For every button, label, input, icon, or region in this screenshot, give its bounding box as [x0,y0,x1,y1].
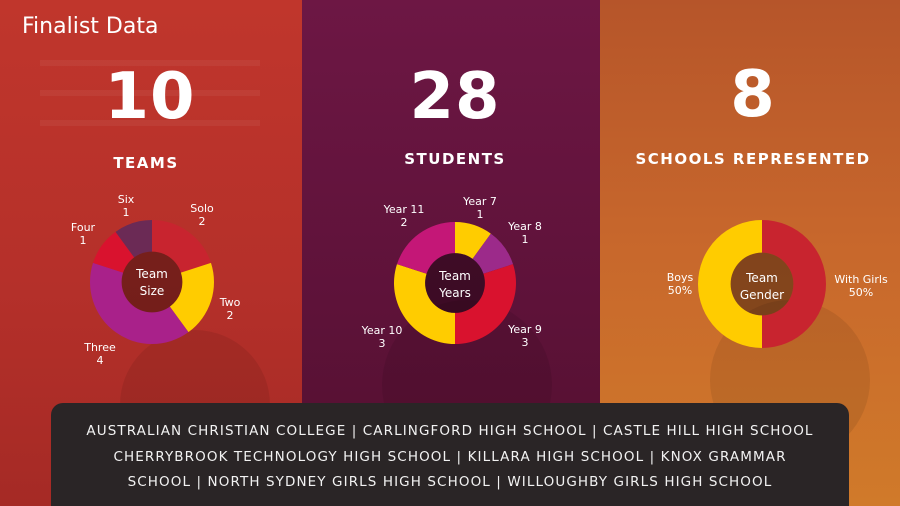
slice-label-year-7: Year 7 1 [458,195,502,221]
donut-hole [425,253,485,313]
slice-value: 1 [122,206,130,219]
donut-slice-four [93,231,135,273]
center-label-line: Team [746,271,778,285]
schools-line: AUSTRALIAN CHRISTIAN COLLEGE | CARLINGFO… [86,423,814,439]
page-title: Finalist Data [22,14,159,39]
slice-name: Four [70,221,96,234]
slice-name: Boys [666,271,694,284]
teams-label: TEAMS [113,154,179,172]
slice-value: 3 [378,337,386,350]
team-years-center-label: Team Years [425,268,485,302]
slice-value: 4 [96,354,104,367]
slice-label-three: Three 4 [82,341,118,367]
donut-slice-with-girls [762,220,826,348]
slice-name: Year 8 [508,220,542,233]
donut-hole [730,252,794,316]
donut-slice-two [169,262,214,333]
team-years-donut [394,222,516,344]
slice-name: Year 7 [463,195,497,208]
center-label-line: Gender [739,288,785,302]
team-size-center-label: Team Size [122,266,182,300]
slice-label-six: Six 1 [111,193,141,219]
donut-slice-solo [152,220,211,273]
slice-label-solo: Solo 2 [186,202,218,228]
donut-slice-year-10 [394,264,455,344]
slice-name: Year 11 [383,203,425,216]
slice-name: Year 9 [508,323,542,336]
bg-stripe [40,60,260,66]
center-label-line: Years [439,286,471,300]
team-size-donut [90,220,214,344]
slice-value: 2 [400,216,408,229]
slice-name: Six [117,193,135,206]
donut-slice-six [115,220,152,258]
slice-value: 1 [521,233,529,246]
schools-label: SCHOOLS REPRESENTED [635,150,871,168]
students-label: STUDENTS [404,150,506,168]
slice-label-year-10: Year 10 3 [358,324,406,350]
slice-value: 3 [521,336,529,349]
schools-line: CHERRYBROOK TECHNOLOGY HIGH SCHOOL | KIL… [113,449,787,465]
schools-list-panel: AUSTRALIAN CHRISTIAN COLLEGE | CARLINGFO… [51,403,849,506]
slice-name: Solo [190,202,214,215]
slice-label-year-9: Year 9 3 [503,323,547,349]
slice-name: Year 10 [361,324,403,337]
students-count: 28 [409,60,501,134]
slice-label-two: Two 2 [215,296,245,322]
donut-slice-year-11 [396,222,455,274]
bg-stripe [40,90,260,96]
team-gender-center-label: Team Gender [732,270,792,304]
donut-slice-three [90,262,189,344]
center-label-line: Size [139,284,165,298]
slice-value: 50% [848,286,874,299]
center-label-line: Team [439,269,471,283]
slice-label-year-8: Year 8 1 [503,220,547,246]
teams-count: 10 [104,60,196,134]
donut-slice-boys [698,220,762,348]
bg-stripe [40,120,260,126]
slice-label-year-11: Year 11 2 [381,203,427,229]
slice-value: 50% [667,284,693,297]
slice-value: 1 [476,208,484,221]
slice-name: Three [84,341,116,354]
slice-name: With Girls [834,273,888,286]
slice-label-four: Four 1 [67,221,99,247]
slice-label-with-girls: With Girls 50% [829,273,893,299]
donut-hole [121,251,183,313]
center-label-line: Team [136,267,168,281]
donut-slice-year-9 [455,264,516,344]
team-gender-donut [698,220,826,348]
slice-value: 1 [79,234,87,247]
donut-slice-year-7 [455,222,491,259]
slice-label-boys: Boys 50% [662,271,698,297]
slice-name: Two [219,296,241,309]
schools-count: 8 [730,58,776,132]
schools-line: SCHOOL | NORTH SYDNEY GIRLS HIGH SCHOOL … [127,474,773,490]
slice-value: 2 [226,309,234,322]
slice-value: 2 [198,215,206,228]
donut-slice-year-8 [472,233,514,274]
